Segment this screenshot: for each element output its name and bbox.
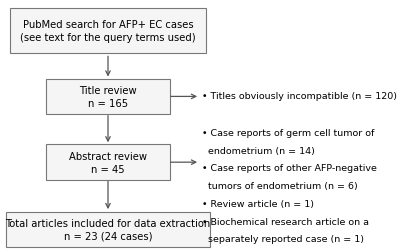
Text: tumors of endometrium (n = 6): tumors of endometrium (n = 6) bbox=[208, 181, 358, 191]
Text: • Titles obviously incompatible (n = 120): • Titles obviously incompatible (n = 120… bbox=[202, 92, 397, 101]
Text: Total articles included for data extraction
n = 23 (24 cases): Total articles included for data extract… bbox=[5, 218, 211, 241]
FancyBboxPatch shape bbox=[46, 145, 170, 180]
FancyBboxPatch shape bbox=[46, 79, 170, 115]
FancyBboxPatch shape bbox=[6, 212, 210, 247]
FancyBboxPatch shape bbox=[10, 9, 206, 54]
Text: separately reported case (n = 1): separately reported case (n = 1) bbox=[208, 234, 364, 243]
Text: • Biochemical research article on a: • Biochemical research article on a bbox=[202, 217, 369, 226]
Text: Abstract review
n = 45: Abstract review n = 45 bbox=[69, 151, 147, 174]
Text: Title review
n = 165: Title review n = 165 bbox=[79, 85, 137, 109]
Text: PubMed search for AFP+ EC cases
(see text for the query terms used): PubMed search for AFP+ EC cases (see tex… bbox=[20, 20, 196, 43]
Text: • Case reports of other AFP-negative: • Case reports of other AFP-negative bbox=[202, 164, 377, 173]
Text: • Case reports of germ cell tumor of: • Case reports of germ cell tumor of bbox=[202, 129, 374, 138]
Text: • Review article (n = 1): • Review article (n = 1) bbox=[202, 199, 314, 208]
Text: endometrium (n = 14): endometrium (n = 14) bbox=[208, 146, 315, 155]
